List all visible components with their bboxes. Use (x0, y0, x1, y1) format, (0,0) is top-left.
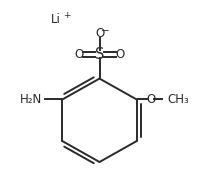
Text: S: S (95, 47, 104, 62)
Text: −: − (101, 26, 109, 36)
Text: H₂N: H₂N (20, 93, 43, 106)
Text: O: O (95, 27, 104, 41)
Text: O: O (74, 48, 83, 61)
Text: +: + (63, 11, 70, 20)
Text: O: O (147, 93, 156, 106)
Text: O: O (116, 48, 125, 61)
Text: Li: Li (51, 13, 61, 26)
Text: CH₃: CH₃ (167, 93, 189, 106)
